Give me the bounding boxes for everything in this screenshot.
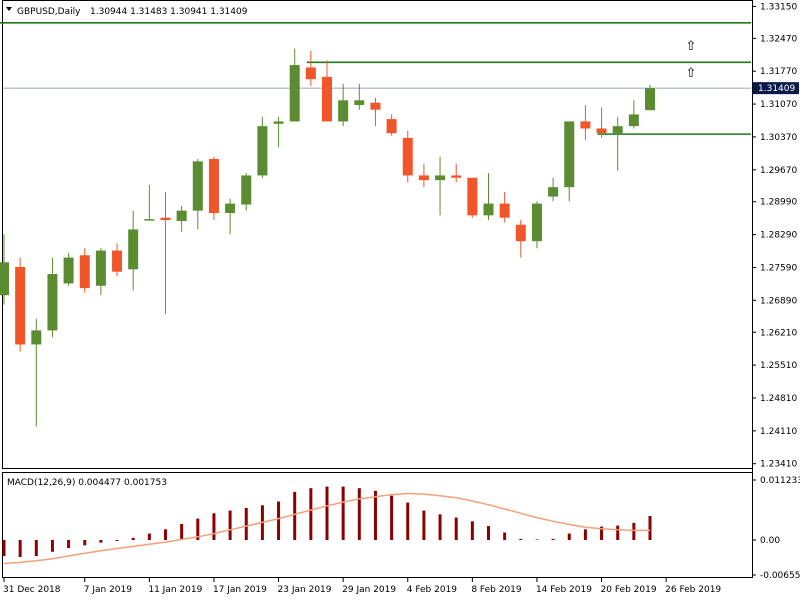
candle-bear xyxy=(386,119,397,134)
candle-bull xyxy=(354,100,365,106)
macd-tick-label: -0.006556 xyxy=(760,571,800,581)
date-axis: 31 Dec 2018 7 Jan 2019 11 Jan 2019 17 Jan 2… xyxy=(3,578,721,595)
current-price-tag xyxy=(753,82,799,95)
macd-tick-label: 0.00 xyxy=(760,536,780,546)
candle-bull xyxy=(176,210,187,221)
price-tick-label: 1.31770 xyxy=(760,67,797,77)
level-lines xyxy=(0,22,751,135)
candle-bull xyxy=(483,203,494,216)
macd-histogram xyxy=(2,486,652,558)
candle-bull xyxy=(225,203,236,213)
candle-bear xyxy=(112,250,123,272)
price-tick-label: 1.29670 xyxy=(760,166,797,176)
candle-bear xyxy=(418,175,429,181)
price-axis: 1.33150 1.32470 1.31770 1.31070 1.30370 1.296… xyxy=(752,2,799,470)
symbol-label: GBPUSD,Daily xyxy=(17,7,81,17)
current-price-label: 1.31409 xyxy=(758,84,795,94)
macd-pane-frame xyxy=(2,472,753,578)
macd-signal-line xyxy=(3,492,650,565)
date-tick-label: 31 Dec 2018 xyxy=(3,585,61,595)
candle-bear xyxy=(515,224,526,242)
ohlc-values: 1.30944 1.31483 1.30941 1.31409 xyxy=(90,7,248,17)
price-tick-label: 1.27590 xyxy=(760,263,797,273)
candle-bull xyxy=(564,121,575,188)
candle-bull xyxy=(289,65,300,122)
price-tick-label: 1.23410 xyxy=(760,460,797,470)
candle-bull xyxy=(628,114,639,127)
candle-bear xyxy=(402,137,413,176)
macd-signal xyxy=(3,492,650,565)
candle-bull xyxy=(63,257,74,284)
price-tick-label: 1.24110 xyxy=(760,427,797,437)
candle-bear xyxy=(451,175,462,178)
candles xyxy=(0,48,655,427)
macd-label: MACD(12,26,9) 0.004477 0.001753 xyxy=(7,478,167,488)
candle-bull xyxy=(144,219,155,221)
macd-axis: 0.011233 0.00 -0.006556 xyxy=(752,476,800,581)
candle-bear xyxy=(208,159,219,213)
candle-bull xyxy=(612,126,623,134)
price-tick-label: 1.30370 xyxy=(760,133,797,143)
dropdown-triangle-icon[interactable] xyxy=(6,7,12,11)
price-tick-label: 1.25510 xyxy=(760,361,797,371)
price-pane-frame xyxy=(2,0,753,469)
candle-bull xyxy=(192,161,203,211)
price-tick-label: 1.28990 xyxy=(760,198,797,208)
candle-bull xyxy=(257,126,268,176)
price-tick-label: 1.24810 xyxy=(760,394,797,404)
price-tick-label: 1.28290 xyxy=(760,231,797,241)
candle-bear xyxy=(499,203,510,218)
arrow-markers: ⇧⇧ xyxy=(686,39,697,81)
candle-bear xyxy=(467,177,478,216)
date-tick-label: 17 Jan 2019 xyxy=(213,585,267,595)
price-tick-label: 1.32470 xyxy=(760,34,797,44)
candle-bull xyxy=(128,229,139,270)
candle-bull xyxy=(31,330,42,345)
date-tick-label: 29 Jan 2019 xyxy=(342,585,396,595)
candle-bull xyxy=(0,262,9,296)
price-tick-label: 1.33150 xyxy=(760,2,797,12)
candle-bear xyxy=(322,76,332,122)
candle-bull xyxy=(435,175,446,181)
price-tick-label: 1.26890 xyxy=(760,296,797,306)
candle-bear xyxy=(580,121,591,129)
candle-bull xyxy=(273,121,284,124)
date-tick-label: 14 Feb 2019 xyxy=(536,585,592,595)
candle-bull xyxy=(645,88,655,111)
candle-bear xyxy=(15,266,26,345)
candle-bull xyxy=(531,203,542,242)
candle-bull xyxy=(338,100,349,122)
candle-bull xyxy=(47,274,58,331)
macd-tick-label: 0.011233 xyxy=(760,476,800,486)
up-arrow-icon: ⇧ xyxy=(686,66,697,81)
date-tick-label: 4 Feb 2019 xyxy=(407,585,458,595)
price-tick-label: 1.31070 xyxy=(760,100,797,110)
date-tick-label: 20 Feb 2019 xyxy=(601,585,657,595)
candle-bear xyxy=(305,67,316,80)
date-tick-label: 7 Jan 2019 xyxy=(84,585,132,595)
date-tick-label: 11 Jan 2019 xyxy=(148,585,202,595)
candle-bear xyxy=(596,128,607,134)
date-tick-label: 23 Jan 2019 xyxy=(278,585,332,595)
price-tick-label: 1.26210 xyxy=(760,328,797,338)
up-arrow-icon: ⇧ xyxy=(686,39,697,54)
date-tick-label: 26 Feb 2019 xyxy=(665,585,721,595)
candle-bear xyxy=(160,217,171,221)
candle-bear xyxy=(79,255,90,289)
candle-bull xyxy=(548,187,559,197)
candle-bull xyxy=(95,250,106,286)
candle-bear xyxy=(370,102,381,110)
date-tick-label: 8 Feb 2019 xyxy=(471,585,522,595)
candle-bull xyxy=(241,175,252,205)
